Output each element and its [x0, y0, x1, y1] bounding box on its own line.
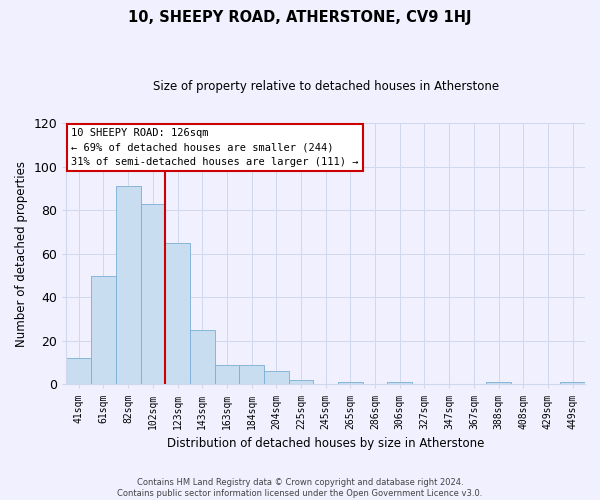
Bar: [560, 382, 585, 384]
Title: Size of property relative to detached houses in Atherstone: Size of property relative to detached ho…: [152, 80, 499, 93]
Bar: [215, 365, 239, 384]
Bar: [289, 380, 313, 384]
Text: 10 SHEEPY ROAD: 126sqm
← 69% of detached houses are smaller (244)
31% of semi-de: 10 SHEEPY ROAD: 126sqm ← 69% of detached…: [71, 128, 359, 168]
Bar: [239, 365, 264, 384]
Bar: [140, 204, 165, 384]
Bar: [486, 382, 511, 384]
Bar: [190, 330, 215, 384]
Text: 10, SHEEPY ROAD, ATHERSTONE, CV9 1HJ: 10, SHEEPY ROAD, ATHERSTONE, CV9 1HJ: [128, 10, 472, 25]
Bar: [116, 186, 140, 384]
Bar: [388, 382, 412, 384]
Text: Contains HM Land Registry data © Crown copyright and database right 2024.
Contai: Contains HM Land Registry data © Crown c…: [118, 478, 482, 498]
Y-axis label: Number of detached properties: Number of detached properties: [15, 161, 28, 347]
Bar: [264, 372, 289, 384]
Bar: [67, 358, 91, 384]
Bar: [338, 382, 363, 384]
Bar: [165, 243, 190, 384]
X-axis label: Distribution of detached houses by size in Atherstone: Distribution of detached houses by size …: [167, 437, 484, 450]
Bar: [91, 276, 116, 384]
